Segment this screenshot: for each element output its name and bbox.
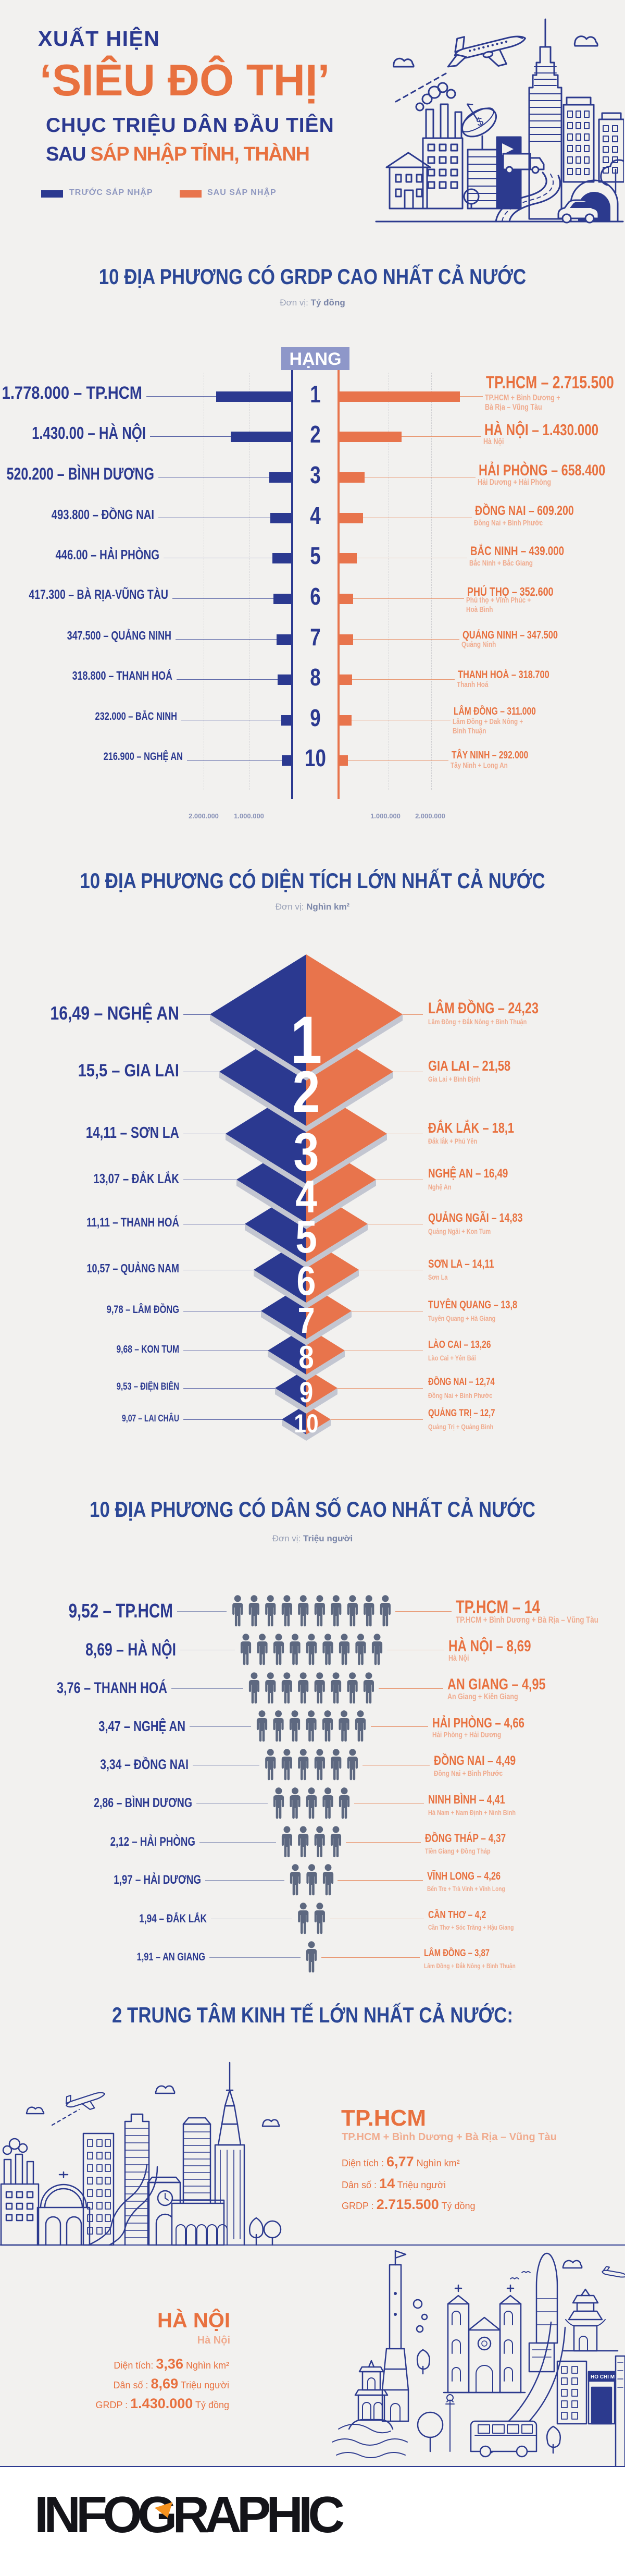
- svg-text:3: 3: [293, 1122, 319, 1182]
- svg-text:4: 4: [295, 1171, 317, 1222]
- svg-text:1: 1: [291, 1003, 322, 1077]
- svg-text:$: $: [474, 115, 485, 129]
- svg-text:8: 8: [298, 1340, 314, 1376]
- svg-text:5: 5: [295, 1211, 317, 1262]
- svg-text:6: 6: [297, 1258, 316, 1304]
- svg-text:9: 9: [299, 1376, 313, 1408]
- svg-text:2: 2: [293, 1060, 320, 1125]
- svg-text:10: 10: [294, 1409, 318, 1438]
- svg-text:HO CHI M: HO CHI M: [591, 2374, 615, 2380]
- svg-text:7: 7: [297, 1299, 315, 1341]
